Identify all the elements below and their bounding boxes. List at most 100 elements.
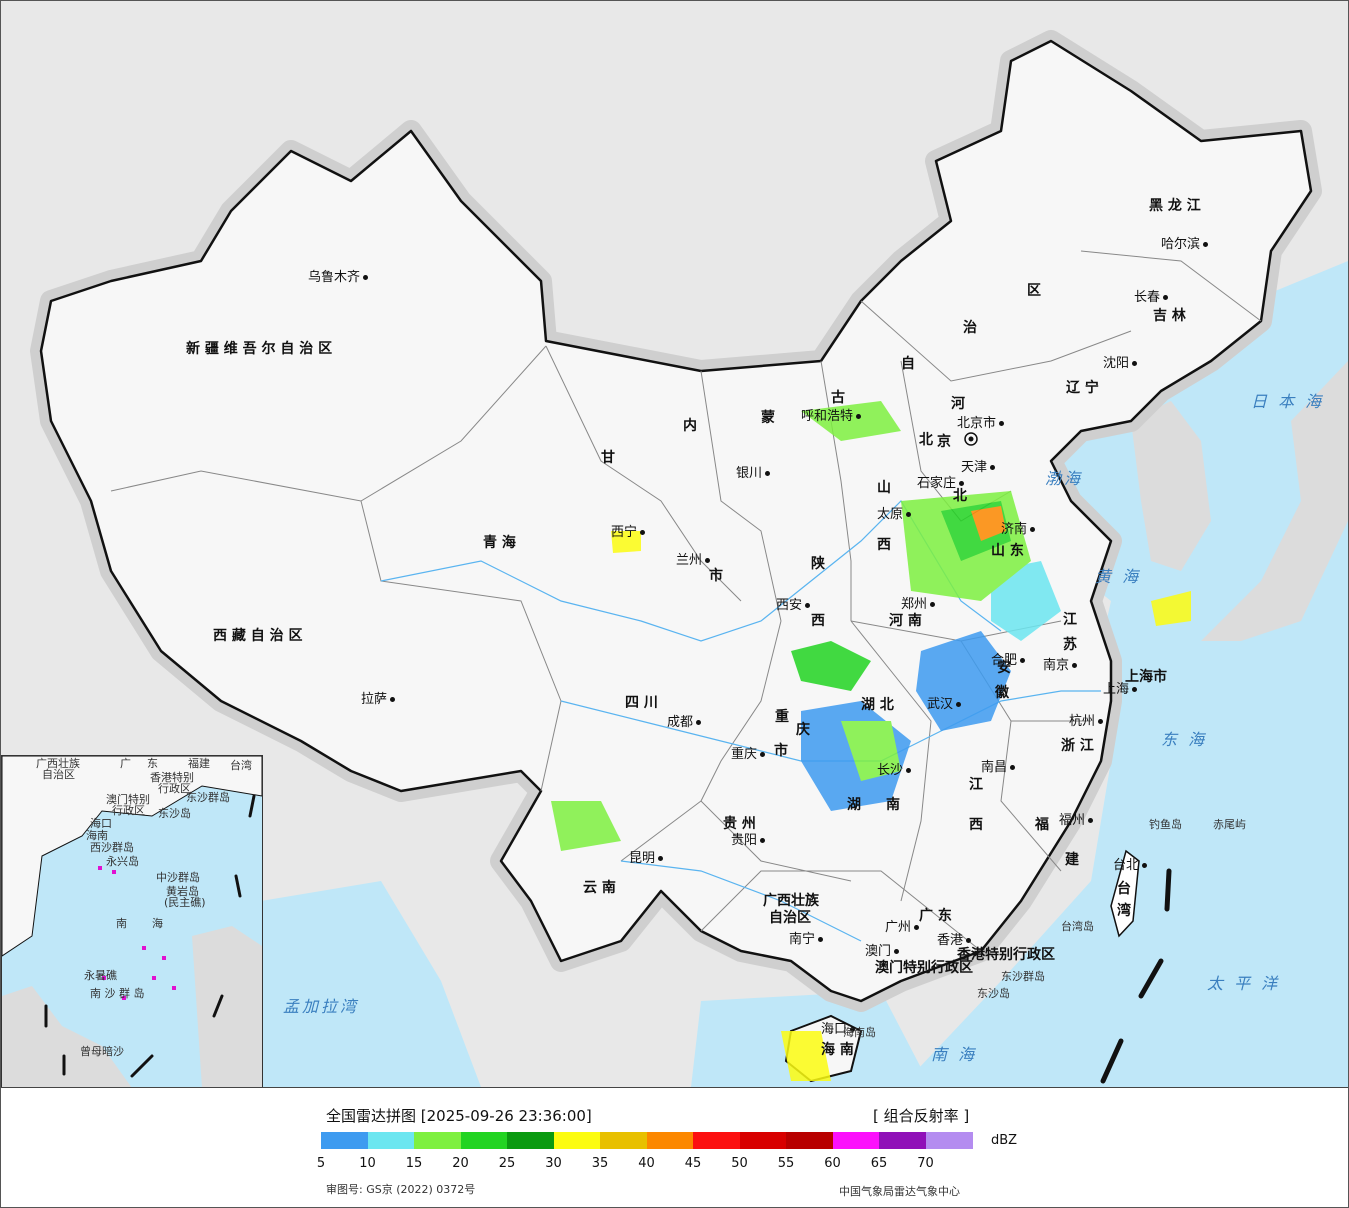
city-label: 郑州 [901, 598, 938, 611]
province-label: 广 东 [919, 908, 952, 924]
sea-label: 太 平 洋 [1207, 974, 1281, 993]
city-marker-icon [906, 512, 912, 517]
inset-label: 澳门特别 [106, 793, 150, 806]
province-label: 北 [919, 432, 933, 448]
province-label: 自 [901, 356, 915, 372]
province-label: 辽 宁 [1066, 380, 1099, 396]
beijing-capital-marker [964, 432, 978, 446]
city-label: 乌鲁木齐 [308, 271, 371, 284]
province-label: 重 [775, 709, 789, 725]
city-label: 哈尔滨 [1161, 238, 1211, 251]
island-label: 东沙群岛 [1001, 970, 1045, 983]
color-scale-tick-label: 25 [498, 1156, 516, 1171]
city-marker-icon [956, 702, 962, 707]
city-label: 成都 [667, 716, 704, 729]
province-label: 河 南 [889, 613, 922, 629]
review-number: 审图号: GS京 (2022) 0372号 [326, 1183, 476, 1196]
inset-label: (民主礁) [164, 896, 206, 909]
city-label: 西宁 [611, 526, 648, 539]
inset-label: 中沙群岛 [156, 871, 200, 884]
province-label: 福 [1035, 817, 1049, 833]
color-scale-tick-label: 60 [824, 1156, 841, 1171]
city-marker-icon [760, 752, 766, 757]
province-label: 市 [709, 568, 723, 584]
inset-label: 东沙群岛 [186, 791, 230, 804]
province-label: 贵 州 [723, 816, 756, 832]
province-label: 云 南 [583, 880, 616, 896]
color-scale-tick-label: 45 [684, 1156, 702, 1171]
inset-label: 东沙岛 [158, 807, 191, 820]
color-scale-swatch [507, 1132, 554, 1149]
city-label: 北京市 [957, 417, 1007, 430]
city-marker-icon [1088, 818, 1094, 823]
city-label: 香港 [937, 934, 974, 947]
province-label: 湖 [847, 797, 861, 813]
city-label: 南宁 [789, 933, 826, 946]
city-marker-icon [640, 530, 646, 535]
city-marker-icon [390, 697, 396, 702]
inset-label: 海口 [90, 817, 112, 830]
city-label: 长春 [1134, 291, 1171, 304]
island-label: 赤尾屿 [1213, 818, 1246, 831]
city-marker-icon [850, 1027, 856, 1032]
color-scale-swatch [600, 1132, 647, 1149]
inset-label: 广 [120, 757, 131, 770]
inset-label: 福建 [188, 757, 210, 770]
sea-label: 孟加拉湾 [283, 997, 360, 1016]
city-marker-icon [1010, 765, 1016, 770]
province-label: 徽 [995, 685, 1009, 701]
city-marker-icon [1142, 863, 1148, 868]
city-label: 南京 [1043, 659, 1080, 672]
city-label: 沈阳 [1103, 357, 1140, 370]
province-label: 苏 [1063, 637, 1077, 653]
city-label: 台北 [1113, 859, 1150, 872]
map-base-layer [30, 30, 1348, 1087]
color-scale-swatch [553, 1132, 601, 1149]
city-marker-icon [760, 838, 766, 843]
province-label: 南 [886, 797, 900, 813]
city-marker-icon [1030, 527, 1036, 532]
city-label: 福州 [1059, 814, 1096, 827]
color-scale-tick-label: 30 [545, 1156, 562, 1171]
color-scale-tick-label: 10 [359, 1156, 376, 1171]
city-label: 兰州 [676, 554, 713, 567]
sea-label: 日 本 海 [1251, 392, 1325, 411]
province-label: 蒙 [761, 410, 775, 426]
city-label: 重庆 [731, 748, 768, 761]
province-label: 京 [937, 434, 951, 450]
city-label: 广州 [885, 921, 922, 934]
province-label: 吉 林 [1153, 308, 1186, 324]
south-china-sea-inset: 广西壮族 自治区广东福建 台湾 香港特别 行政区 澳门特别 行政区 东沙群岛 东沙岛 海口 海南 西沙… [1, 755, 263, 1087]
city-label: 西安 [776, 599, 813, 612]
province-label: 西 藏 自 治 区 [213, 628, 303, 644]
city-marker-icon [959, 481, 965, 486]
china-radar-map: 新 疆 维 吾 尔 自 治 区西 藏 自 治 区青 海甘内蒙古自治区黑 龙 江吉… [1, 1, 1348, 1088]
sea-label: 南 海 [931, 1045, 978, 1064]
color-scale-swatch [460, 1132, 508, 1149]
city-marker-icon [999, 421, 1005, 426]
legend-title: 全国雷达拼图 [2025-09-26 23:36:00] [326, 1107, 592, 1125]
city-marker-icon [856, 414, 862, 419]
province-label: 新 疆 维 吾 尔 自 治 区 [186, 341, 333, 357]
legend-unit: dBZ [991, 1133, 1018, 1148]
inset-label: 永兴岛 [106, 855, 139, 868]
city-label: 武汉 [927, 698, 964, 711]
inset-label: 行政区 [112, 804, 145, 817]
province-label: 香港特别行政区 [957, 947, 1055, 963]
city-label: 海口 [821, 1023, 858, 1036]
inset-label: 曾母暗沙 [80, 1045, 124, 1058]
city-marker-icon [818, 937, 824, 942]
province-label: 江 [969, 777, 983, 793]
inset-label: 台湾 [230, 759, 252, 772]
inset-label: 海南 [86, 829, 108, 842]
city-marker-icon [1132, 687, 1138, 692]
province-label: 安 [997, 660, 1011, 676]
city-marker-icon [1163, 295, 1169, 300]
sea-label: 黄 海 [1095, 567, 1142, 586]
color-scale-swatch [832, 1132, 880, 1149]
province-label: 北 [953, 488, 967, 504]
province-label: 西 [969, 817, 983, 833]
province-label: 湾 [1117, 903, 1131, 919]
city-marker-icon [906, 768, 912, 773]
province-label: 建 [1065, 852, 1079, 868]
